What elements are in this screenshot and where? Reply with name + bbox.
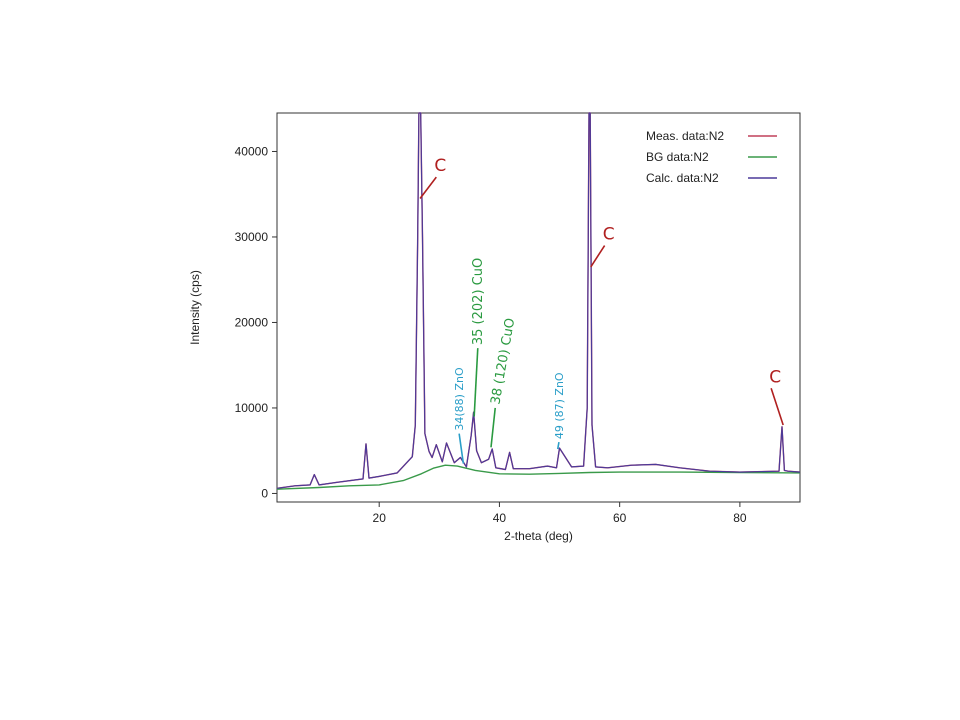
series-layer: [276, 112, 801, 490]
peak-annotation-label: C: [769, 367, 781, 387]
peak-annotation-label: C: [603, 225, 615, 245]
x-tick-label: 80: [733, 511, 747, 525]
legend-label: Meas. data:N2: [646, 129, 724, 143]
x-tick-label: 20: [373, 511, 387, 525]
legend-label: BG data:N2: [646, 150, 709, 164]
legend-label: Calc. data:N2: [646, 171, 719, 185]
annotation-leader-line: [590, 245, 606, 268]
annotation-leader-line: [458, 433, 465, 464]
annotation-leader-line: [490, 407, 497, 448]
series-line-calc-data-n2: [276, 112, 801, 489]
annotation-leader-line: [473, 348, 479, 417]
y-tick-label: 30000: [235, 230, 269, 244]
annotation-leader-line: [419, 176, 437, 199]
axes-layer: 20 40 60 80 0 10000 20000 30000 40000: [235, 144, 747, 525]
y-tick-label: 10000: [235, 401, 269, 415]
series-line-bg-data-n2: [276, 464, 801, 490]
annotation-leader-line: [556, 442, 560, 450]
x-tick-label: 40: [493, 511, 507, 525]
y-tick-label: 40000: [235, 144, 269, 158]
peak-annotation-label: 35 (202) CuO: [471, 258, 486, 345]
x-axis-title: 2-theta (deg): [504, 529, 573, 543]
y-axis-title: Intensity (cps): [188, 270, 202, 345]
peak-annotation-label: C: [434, 156, 446, 176]
legend: Meas. data:N2 BG data:N2 Calc. data:N2: [646, 129, 777, 185]
y-tick-label: 20000: [235, 315, 269, 329]
x-tick-label: 60: [613, 511, 627, 525]
plot-frame: [276, 112, 801, 503]
peak-annotation-label: 49 (87) ZnO: [553, 372, 566, 439]
annotation-leader-line: [770, 388, 784, 426]
y-tick-label: 0: [261, 486, 268, 500]
peak-annotation-label: 34(88) ZnO: [453, 367, 466, 431]
